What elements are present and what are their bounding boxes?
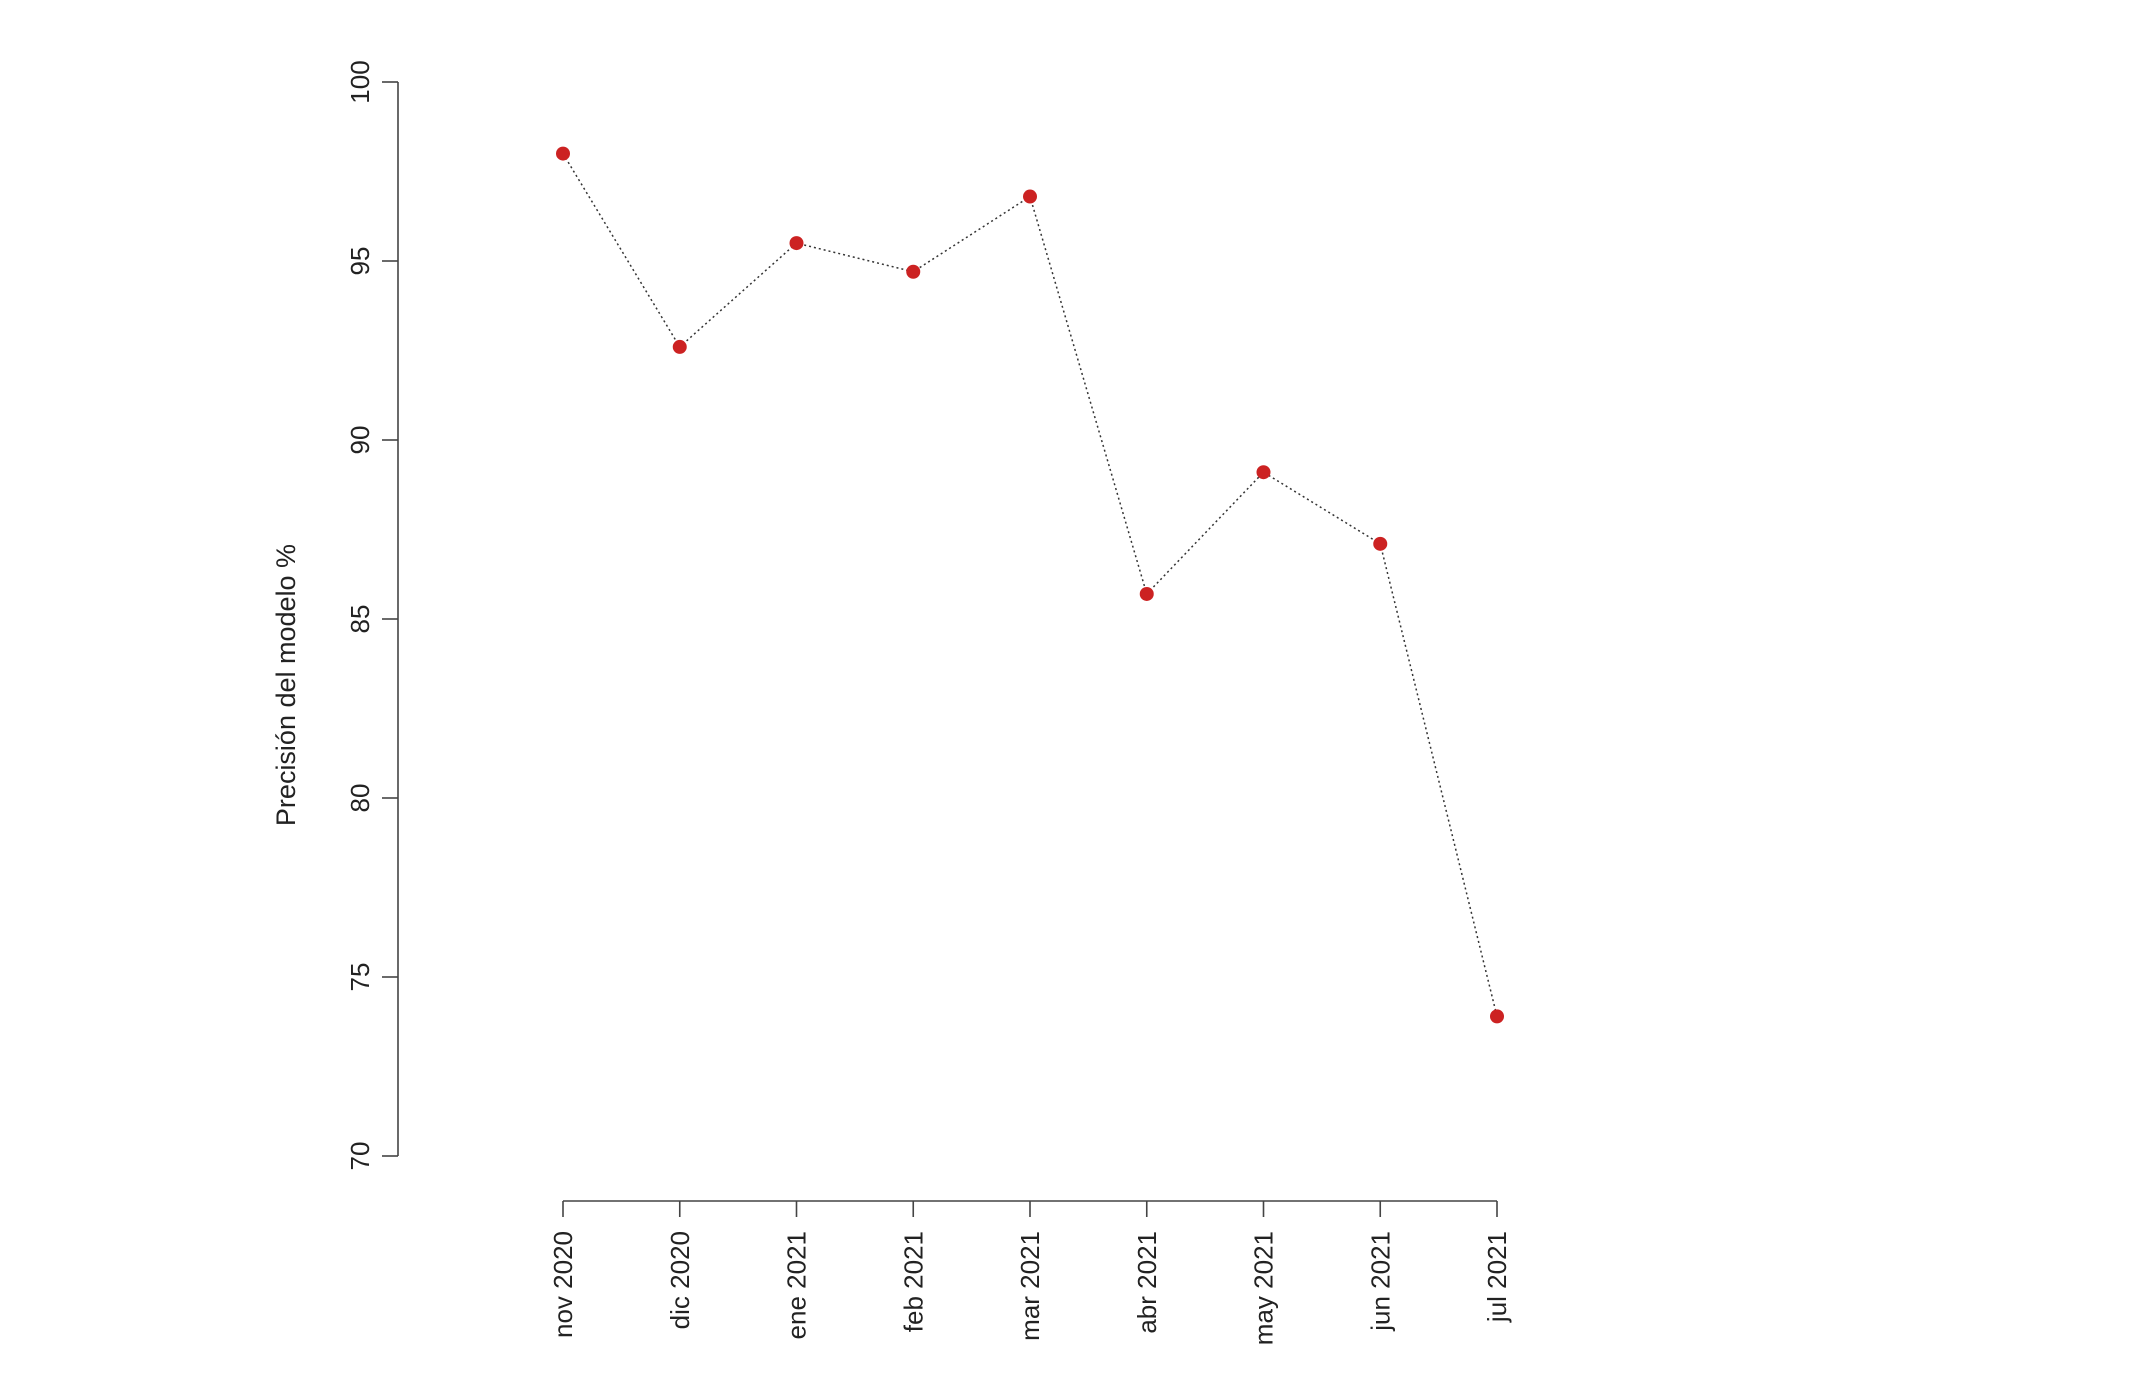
y-tick-label: 85 — [345, 605, 375, 634]
data-point — [1373, 536, 1388, 551]
x-axis: nov 2020 dic 2020 ene 2021 feb 2021 mar 2021… — [548, 1200, 1512, 1345]
data-point — [906, 264, 921, 279]
y-tick-label: 80 — [345, 784, 375, 813]
x-tick-label: ene 2021 — [782, 1231, 812, 1339]
series-group — [562, 153, 1498, 1017]
x-tick-label: may 2021 — [1249, 1231, 1279, 1345]
y-tick-label: 75 — [345, 963, 375, 992]
data-point — [1256, 465, 1271, 480]
data-point — [789, 236, 804, 251]
data-point — [672, 339, 687, 354]
y-axis: 70 75 80 85 90 95 100 — [345, 60, 399, 1171]
x-tick-label: dic 2020 — [665, 1231, 695, 1329]
y-tick-label: 100 — [345, 60, 375, 103]
x-tick-label: abr 2021 — [1132, 1231, 1162, 1334]
x-tick-label: jun 2021 — [1365, 1231, 1395, 1332]
data-point — [1490, 1009, 1504, 1024]
y-tick-label: 70 — [345, 1142, 375, 1171]
x-tick-label: feb 2021 — [898, 1231, 928, 1332]
y-tick-label: 90 — [345, 426, 375, 455]
x-tick-label: mar 2021 — [1015, 1231, 1045, 1341]
y-tick-label: 95 — [345, 247, 375, 276]
x-tick-label: nov 2020 — [548, 1231, 578, 1338]
data-point — [1139, 586, 1154, 601]
data-point — [556, 146, 570, 161]
y-axis-title: Precisión del modelo % — [271, 544, 301, 826]
x-tick-label: jul 2021 — [1482, 1231, 1512, 1323]
series-line — [562, 153, 1498, 1017]
points-group — [556, 146, 1504, 1024]
data-point — [1023, 189, 1037, 204]
